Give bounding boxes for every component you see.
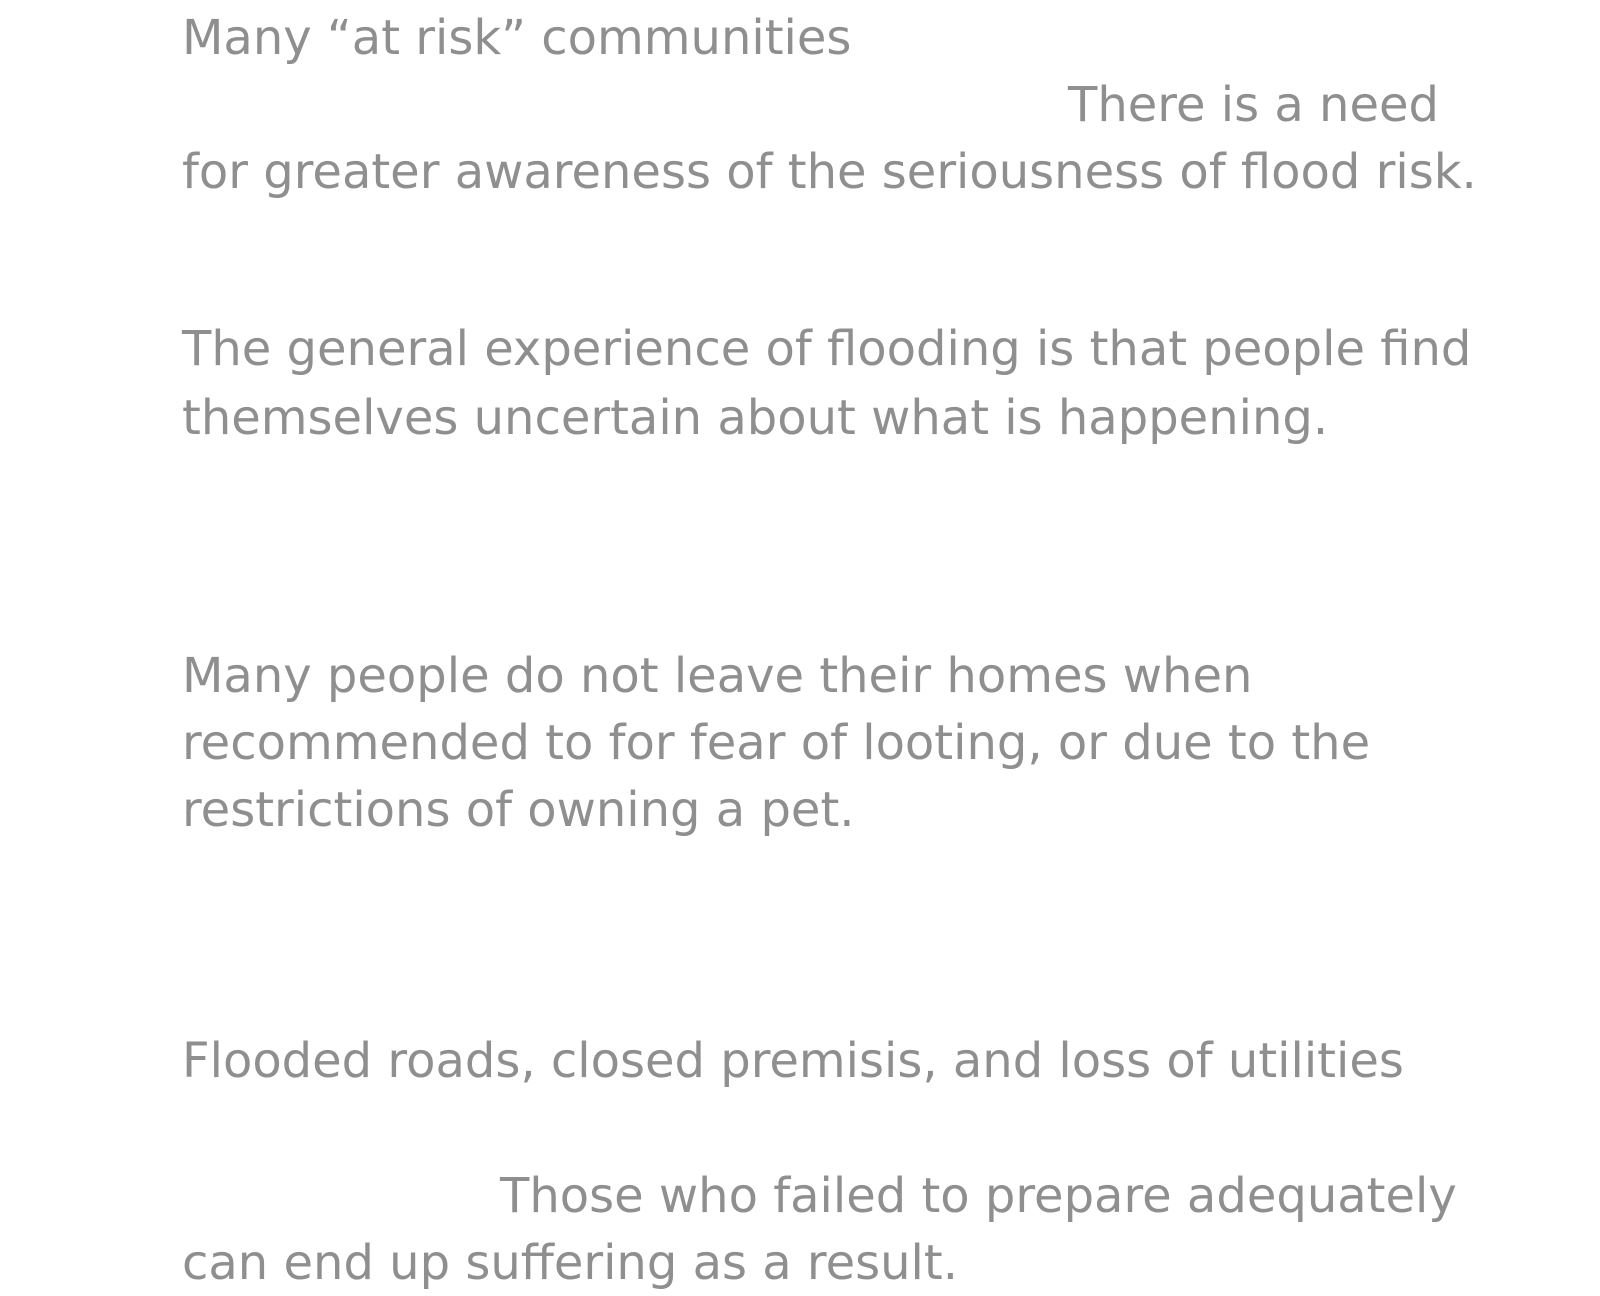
- text-line: recommended to for fear of looting, or d…: [182, 715, 1371, 771]
- text-line: There is a need: [1068, 77, 1439, 133]
- text-line: themselves uncertain about what is happe…: [182, 390, 1329, 446]
- text-line: can end up suffering as a result.: [182, 1235, 958, 1291]
- text-line: Flooded roads, closed premisis, and loss…: [182, 1033, 1404, 1089]
- text-line: for greater awareness of the seriousness…: [182, 144, 1477, 200]
- text-line: Many people do not leave their homes whe…: [182, 648, 1253, 704]
- text-line: The general experience of flooding is th…: [182, 321, 1472, 377]
- text-line: Those who failed to prepare adequately: [500, 1168, 1457, 1224]
- text-line: Many “at risk” communities: [182, 10, 852, 66]
- text-line: restrictions of owning a pet.: [182, 782, 855, 838]
